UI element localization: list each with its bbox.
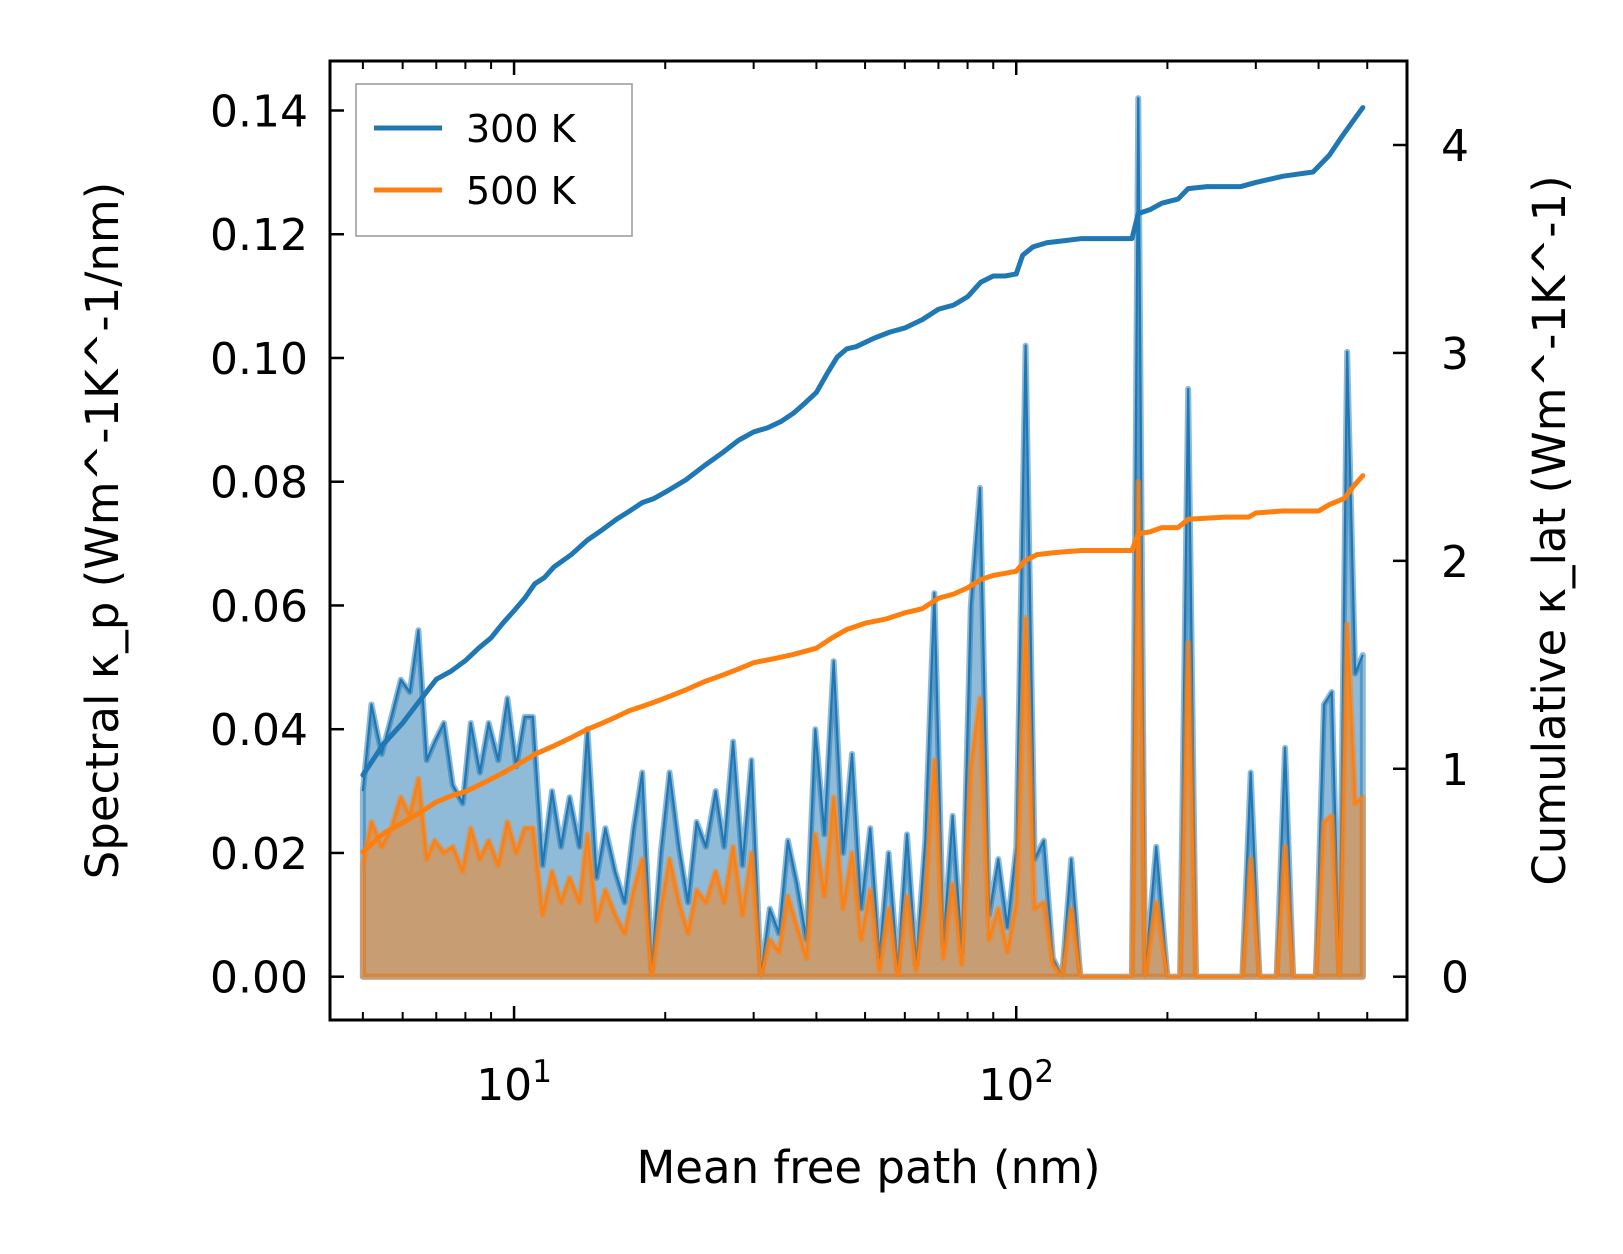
y-left-tick-label: 0.06 [210, 581, 308, 632]
axes: 101 1020.000.020.040.060.080.100.120.1401… [76, 59, 1576, 1194]
y-left-tick-label: 0.00 [210, 953, 308, 1004]
y-left-tick-label: 0.14 [210, 86, 308, 137]
legend: 300 K 500 K [355, 83, 633, 237]
plot-frame [328, 59, 1409, 1022]
x-tick-base: 10 [476, 1060, 532, 1111]
y-right-tick-label: 2 [1441, 537, 1469, 588]
plot-clip-group [359, 95, 1366, 980]
cumulative-line-0 [360, 105, 1366, 778]
x-tick-label: 101 [476, 1054, 552, 1111]
legend-label-1: 500 K [466, 169, 577, 213]
y-left-tick-label: 0.10 [210, 334, 308, 385]
x-tick-exponent: 2 [1034, 1054, 1054, 1090]
y-left-tick-label: 0.02 [210, 829, 308, 880]
y-left-tick-label: 0.08 [210, 458, 308, 509]
cumulative-line-1 [360, 473, 1366, 855]
plot-area [359, 95, 1366, 980]
y-right-tick-label: 0 [1441, 953, 1469, 1004]
legend-box [355, 83, 633, 237]
x-tick-exponent: 1 [532, 1054, 552, 1090]
y-right-tick-label: 1 [1441, 745, 1469, 796]
y-left-axis-label: Spectral κ_p (Wm^-1K^-1/nm) [76, 182, 129, 880]
spectral-line-1 [361, 480, 1364, 978]
y-right-tick-label: 3 [1441, 329, 1469, 380]
x-tick-base: 10 [978, 1060, 1034, 1111]
y-left-tick-label: 0.12 [210, 210, 308, 261]
y-left-tick-label: 0.04 [210, 705, 308, 756]
y-right-tick-label: 4 [1441, 121, 1469, 172]
x-tick-label: 102 [978, 1054, 1054, 1111]
x-axis-label: Mean free path (nm) [636, 1141, 1100, 1194]
legend-label-0: 300 K [466, 107, 577, 151]
y-right-axis-label: Cumulative κ_lat (Wm^-1K^-1) [1523, 175, 1576, 885]
